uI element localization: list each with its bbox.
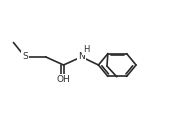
Text: S: S — [22, 52, 28, 61]
Text: OH: OH — [57, 76, 70, 84]
Text: N: N — [78, 52, 85, 61]
Text: H: H — [83, 46, 90, 54]
